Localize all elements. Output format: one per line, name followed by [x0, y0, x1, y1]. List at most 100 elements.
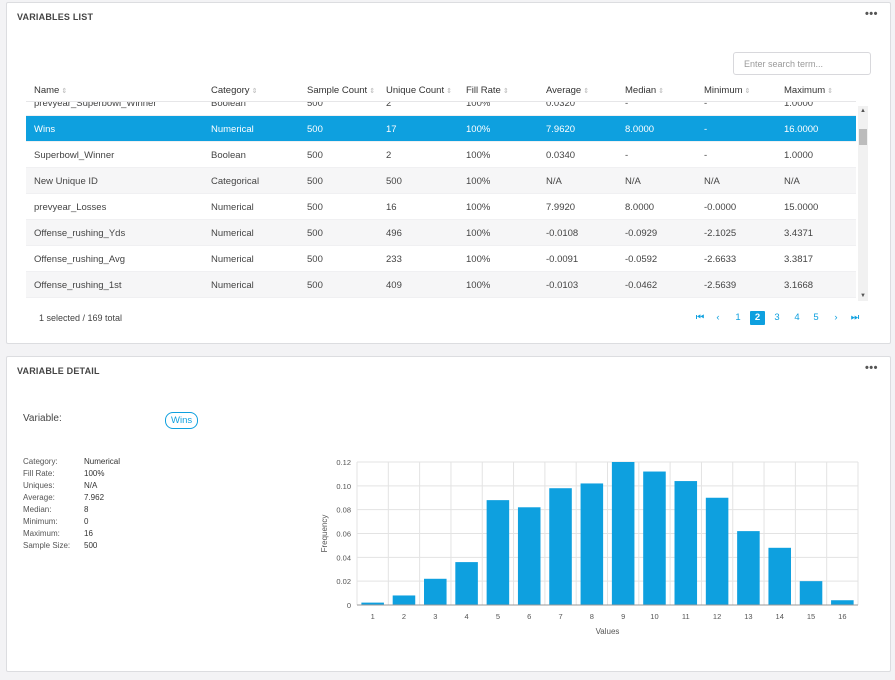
y-tick-label: 0.04 — [336, 553, 351, 562]
x-axis-label: Values — [596, 627, 620, 636]
histogram-bar — [831, 600, 854, 605]
histogram-bar — [486, 500, 510, 605]
more-options-icon[interactable]: ••• — [864, 362, 878, 374]
cell-minimum: -2.5639 — [704, 280, 737, 291]
histogram-bar — [799, 581, 823, 605]
x-tick-label: 6 — [527, 612, 531, 621]
scroll-up-icon[interactable]: ▲ — [860, 108, 866, 114]
y-tick-label: 0 — [347, 601, 351, 610]
page-button-3[interactable]: 3 — [774, 312, 780, 323]
column-header-minimum[interactable]: Minimum ⇕ — [704, 85, 751, 96]
table-row[interactable]: prevyear_Superbowl_Winner Boolean 500 2 100%… — [26, 101, 856, 116]
sort-icon: ⇕ — [658, 88, 665, 95]
sort-icon: ⇕ — [251, 88, 258, 95]
scroll-down-icon[interactable]: ▼ — [860, 293, 866, 299]
stat-label: Maximum: — [23, 529, 60, 538]
table-row[interactable]: Wins Numerical 500 17 100% 7.9620 8.0000 - 16.00… — [26, 116, 856, 142]
cell-sample-count: 500 — [307, 280, 323, 291]
column-header-category[interactable]: Category ⇕ — [211, 85, 258, 96]
page-button-1[interactable]: 1 — [735, 312, 741, 323]
histogram-bar — [580, 483, 604, 605]
cell-category: Numerical — [211, 228, 254, 239]
table-row[interactable]: Offense_rushing_Yds Numerical 500 496 100% -0… — [26, 220, 856, 246]
last-page-icon[interactable]: ⏭ — [850, 312, 860, 323]
variable-detail-panel: VARIABLE DETAIL ••• Variable: Wins Categ… — [6, 356, 891, 672]
cell-unique-count: 2 — [386, 101, 392, 109]
cell-median: N/A — [625, 176, 641, 187]
stat-label: Median: — [23, 505, 52, 514]
cell-sample-count: 500 — [307, 202, 323, 213]
cell-fill-rate: 100% — [466, 202, 491, 213]
cell-median: - — [625, 101, 629, 109]
y-tick-label: 0.02 — [336, 577, 351, 586]
prev-page-icon[interactable]: ‹ — [716, 312, 720, 323]
scrollbar-thumb[interactable] — [859, 129, 867, 145]
sort-icon: ⇕ — [744, 88, 751, 95]
table-row[interactable]: prevyear_Losses Numerical 500 16 100% 7.9920 8… — [26, 194, 856, 220]
cell-sample-count: 500 — [307, 124, 323, 135]
x-tick-label: 14 — [776, 612, 784, 621]
x-tick-label: 4 — [465, 612, 469, 621]
histogram-bar — [611, 462, 635, 605]
column-header-median[interactable]: Median ⇕ — [625, 85, 665, 96]
cell-median: 8.0000 — [625, 202, 655, 213]
table-row[interactable]: Offense_rushing_Avg Numerical 500 233 100% -0… — [26, 246, 856, 272]
page-button-5[interactable]: 5 — [813, 312, 819, 323]
cell-unique-count: 16 — [386, 202, 397, 213]
column-header-sample-count[interactable]: Sample Count ⇕ — [307, 85, 376, 96]
first-page-icon[interactable]: ⏮ — [695, 312, 705, 323]
cell-unique-count: 233 — [386, 254, 402, 265]
histogram-bar — [517, 507, 541, 605]
y-tick-label: 0.08 — [336, 506, 351, 515]
stat-label: Minimum: — [23, 517, 58, 526]
selection-status: 1 selected / 169 total — [39, 313, 123, 323]
histogram-bar — [361, 602, 384, 605]
column-header-average[interactable]: Average ⇕ — [546, 85, 590, 96]
x-tick-label: 5 — [496, 612, 500, 621]
y-tick-label: 0.10 — [336, 482, 351, 491]
cell-fill-rate: 100% — [466, 150, 491, 161]
stat-label: Uniques: — [23, 481, 55, 490]
sort-icon: ⇕ — [827, 88, 834, 95]
cell-category: Numerical — [211, 280, 254, 291]
y-tick-label: 0.06 — [336, 530, 351, 539]
table-row[interactable]: Superbowl_Winner Boolean 500 2 100% 0.0340 - - 1… — [26, 142, 856, 168]
cell-category: Numerical — [211, 254, 254, 265]
cell-average: 7.9620 — [546, 124, 576, 135]
cell-sample-count: 500 — [307, 228, 323, 239]
variable-label: Variable: — [23, 413, 62, 424]
search-input[interactable] — [733, 52, 871, 75]
y-tick-label: 0.12 — [336, 458, 351, 467]
column-header-maximum[interactable]: Maximum ⇕ — [784, 85, 834, 96]
table-row[interactable]: Offense_rushing_1st Numerical 500 409 100% -0… — [26, 272, 856, 298]
column-header-unique-count[interactable]: Unique Count ⇕ — [386, 85, 452, 96]
histogram-bar — [424, 578, 447, 605]
cell-average: 0.0340 — [546, 150, 576, 161]
column-header-fill-rate[interactable]: Fill Rate ⇕ — [466, 85, 509, 96]
page-button-2[interactable]: 2 — [750, 311, 765, 325]
cell-name: prevyear_Losses — [34, 202, 107, 213]
cell-minimum: - — [704, 101, 708, 109]
table-scrollbar[interactable]: ▲ ▼ — [858, 106, 868, 301]
x-tick-label: 1 — [371, 612, 375, 621]
more-options-icon[interactable]: ••• — [864, 8, 878, 20]
cell-average: -0.0108 — [546, 228, 579, 239]
cell-median: - — [625, 150, 629, 161]
stat-value: 500 — [84, 541, 98, 550]
variables-table-body: prevyear_Superbowl_Winner Boolean 500 2 100%… — [26, 101, 856, 301]
cell-unique-count: 496 — [386, 228, 402, 239]
cell-average: 0.0320 — [546, 101, 576, 109]
stat-label: Average: — [23, 493, 55, 502]
cell-name: Offense_rushing_1st — [34, 280, 122, 291]
page-button-4[interactable]: 4 — [794, 312, 800, 323]
table-row[interactable]: New Unique ID Categorical 500 500 100% N/A N/A… — [26, 168, 856, 194]
cell-sample-count: 500 — [307, 254, 323, 265]
next-page-icon[interactable]: › — [834, 312, 838, 323]
histogram-bar — [455, 562, 478, 605]
stat-label: Sample Size: — [23, 541, 71, 550]
stat-value: Numerical — [84, 457, 121, 466]
column-header-name[interactable]: Name ⇕ — [34, 85, 68, 96]
cell-name: New Unique ID — [34, 176, 98, 187]
cell-maximum: 1.0000 — [784, 150, 814, 161]
cell-name: Offense_rushing_Yds — [34, 228, 126, 239]
